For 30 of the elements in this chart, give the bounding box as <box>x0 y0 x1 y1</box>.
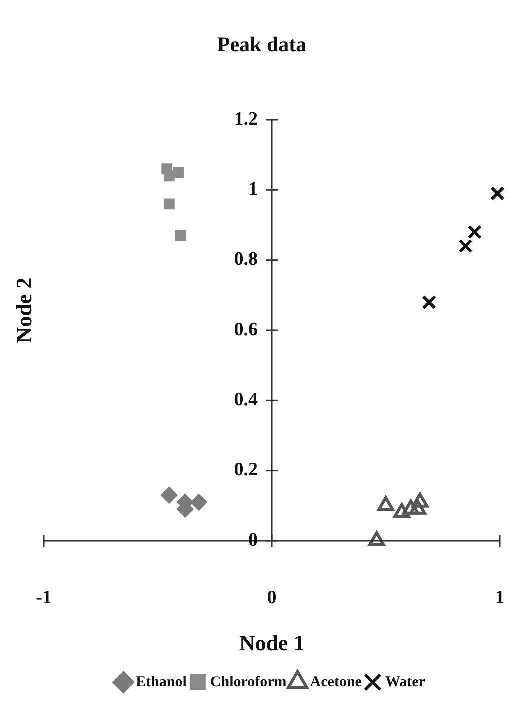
point <box>164 170 175 182</box>
y-tick-label: 0.8 <box>234 249 258 270</box>
point <box>394 503 410 518</box>
y-tick-label: 1 <box>248 179 258 200</box>
legend-label: Chloroform <box>210 674 288 690</box>
point <box>173 167 184 178</box>
point <box>422 295 436 310</box>
legend-label: Acetone <box>310 674 362 690</box>
y-tick-label: 0.2 <box>234 460 258 481</box>
x-axis-title: Node 1 <box>239 630 305 656</box>
y-axis-title: Node 2 <box>12 278 37 344</box>
x-tick-label: -1 <box>36 587 52 608</box>
point <box>458 239 473 254</box>
point <box>409 500 426 515</box>
legend-label: Ethanol <box>136 674 187 690</box>
chart-title: Peak data <box>217 32 308 56</box>
y-tick-label: 0.6 <box>234 319 258 340</box>
point <box>378 496 394 512</box>
legend-label: Water <box>385 674 426 690</box>
point <box>402 500 420 515</box>
point <box>368 532 386 546</box>
point <box>164 198 175 210</box>
y-tick-label: 1.2 <box>234 108 258 130</box>
point <box>175 230 186 242</box>
y-tick-label: 0.4 <box>234 390 258 411</box>
point <box>412 492 429 508</box>
point <box>490 186 505 201</box>
x-tick-label: 1 <box>495 587 505 608</box>
point <box>468 225 482 240</box>
x-tick-label: 0 <box>267 587 277 608</box>
